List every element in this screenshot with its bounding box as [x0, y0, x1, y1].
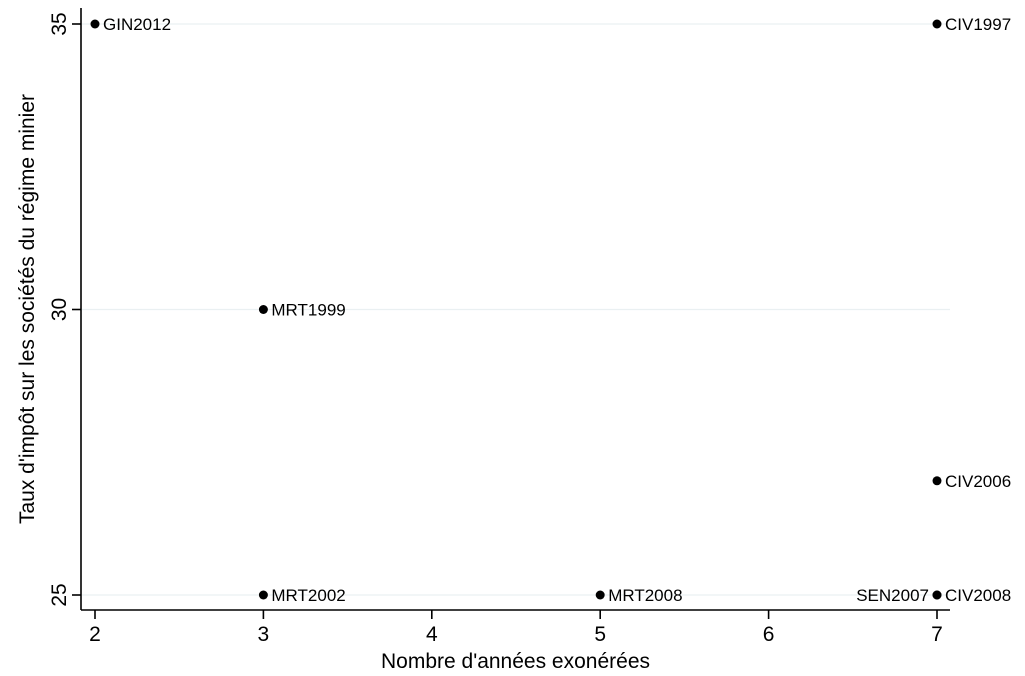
data-point [932, 476, 942, 486]
y-axis-ticks: 25 30 35 [48, 12, 81, 607]
y-tick-label: 35 [48, 12, 71, 35]
x-tick-label: 3 [258, 623, 270, 646]
x-tick-label: 2 [89, 623, 101, 646]
data-points: GIN2012 CIV1997 MRT1999 CIV2006 MRT2002 MRT20… [90, 15, 1011, 605]
x-tick-label: 7 [931, 623, 943, 646]
x-tick-label: 4 [426, 623, 438, 646]
x-axis-title: Nombre d'années exonérées [381, 650, 650, 673]
data-point [932, 19, 942, 29]
point-label: CIV2006 [945, 472, 1011, 491]
data-point [90, 19, 100, 29]
point-label: SEN2007 [856, 586, 929, 605]
point-label: GIN2012 [103, 15, 171, 34]
data-point [932, 590, 942, 600]
point-label: MRT2008 [608, 586, 682, 605]
grid-lines [82, 23, 950, 596]
point-label: CIV1997 [945, 15, 1011, 34]
data-point [258, 305, 268, 314]
point-label: CIV2008 [945, 586, 1011, 605]
x-axis-ticks: 2 3 4 5 6 7 [89, 610, 943, 646]
point-label: MRT2002 [271, 586, 345, 605]
y-tick-label: 30 [48, 298, 71, 321]
y-axis-title: Taux d'impôt sur les sociétés du régime … [16, 94, 39, 524]
x-tick-label: 6 [763, 623, 775, 646]
data-point [258, 590, 268, 600]
y-tick-label: 25 [48, 583, 71, 606]
data-point [595, 590, 605, 600]
point-label: MRT1999 [271, 301, 345, 320]
x-tick-label: 5 [594, 623, 606, 646]
